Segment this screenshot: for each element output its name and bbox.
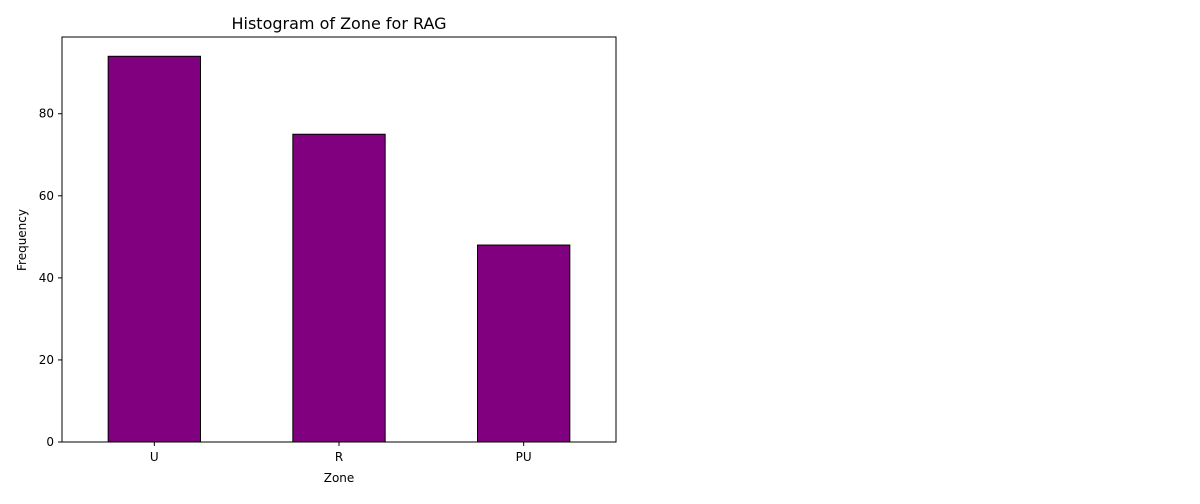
bar-u [107, 55, 201, 443]
y-tick-label: 80 [39, 107, 54, 121]
y-axis-label: Frequency [15, 209, 29, 271]
y-tick-label: 40 [39, 271, 54, 285]
bar-pu [477, 244, 571, 443]
bars-layer [107, 55, 571, 443]
x-tick-label: U [150, 450, 159, 464]
ticks-layer: U R PU 0 20 40 60 80 [39, 107, 532, 464]
x-tick-label: PU [516, 450, 532, 464]
bar-r [292, 133, 386, 443]
x-tick-label: R [335, 450, 343, 464]
chart-title: Histogram of Zone for RAG [231, 14, 446, 33]
y-tick-label: 20 [39, 353, 54, 367]
y-tick-label: 0 [46, 435, 54, 449]
x-axis-label: Zone [324, 471, 355, 485]
y-tick-label: 60 [39, 189, 54, 203]
